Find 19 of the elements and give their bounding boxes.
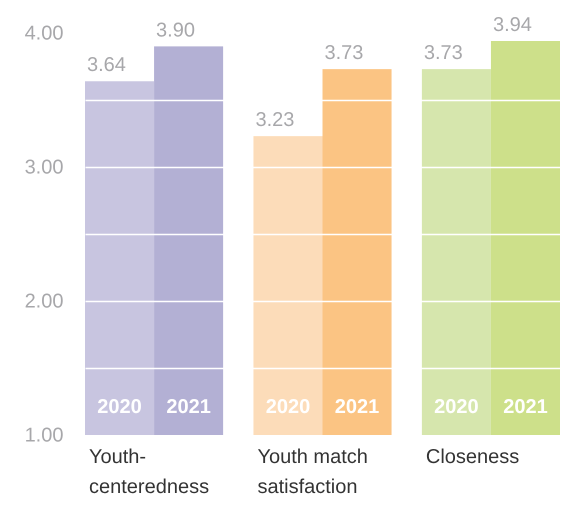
data-label: 3.23: [255, 109, 294, 132]
data-label: 3.73: [424, 42, 463, 64]
series-label: 2021: [334, 396, 380, 418]
x-tick-label: Closeness: [426, 446, 520, 468]
x-tick-label: Youth-centeredness: [89, 446, 210, 498]
text: 2020: [434, 396, 479, 418]
y-tick-label: 2.00: [24, 290, 64, 312]
series-label: 2020: [266, 396, 310, 418]
text: 2021: [503, 396, 548, 418]
data-label: 3.73: [324, 42, 364, 64]
y-tick-label: 4.00: [24, 22, 64, 44]
text: 2020: [97, 396, 142, 418]
data-label: 3.94: [492, 14, 532, 36]
data-label: 3.90: [156, 19, 195, 42]
text: 1.00: [24, 424, 64, 446]
text: 2021: [166, 396, 211, 418]
x-tick-label: Youth match satisfaction: [257, 446, 368, 498]
data-label: 3.64: [87, 54, 126, 76]
y-tick-label: 3.00: [24, 156, 64, 178]
